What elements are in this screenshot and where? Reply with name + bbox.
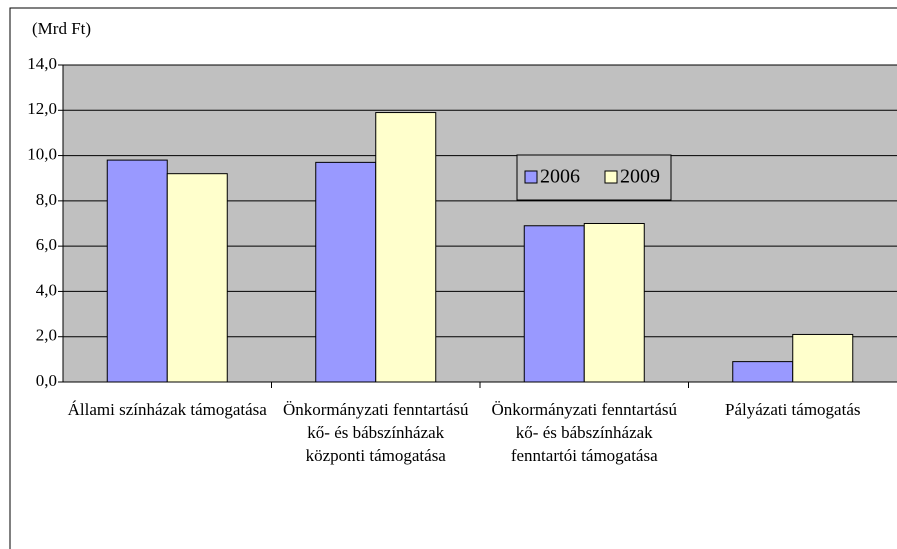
legend: 2006 2009 bbox=[516, 154, 672, 201]
y-tick-label: 12,0 bbox=[27, 99, 57, 118]
y-tick-label: 6,0 bbox=[36, 235, 57, 254]
x-tick-label: Állami színházak támogatása bbox=[67, 400, 267, 419]
y-tick-label: 10,0 bbox=[27, 144, 57, 163]
bar bbox=[315, 161, 377, 383]
y-tick-label: 14,0 bbox=[27, 54, 57, 73]
x-tick-label: Pályázati támogatás bbox=[725, 400, 861, 419]
x-tick-label: Önkormányzati fenntartású kő- és bábszín… bbox=[491, 400, 677, 465]
y-axis-label: (Mrd Ft) bbox=[32, 19, 91, 38]
legend-box bbox=[516, 154, 672, 201]
legend-label: 2009 bbox=[620, 166, 660, 188]
legend-swatch bbox=[604, 170, 618, 184]
bar bbox=[375, 112, 437, 383]
bar bbox=[106, 159, 168, 383]
bar bbox=[732, 361, 794, 383]
y-tick-label: 8,0 bbox=[36, 190, 57, 209]
bar bbox=[523, 225, 585, 383]
chart-frame bbox=[9, 7, 897, 549]
legend-swatch bbox=[524, 170, 538, 184]
bar bbox=[166, 173, 228, 383]
legend-label: 2006 bbox=[540, 166, 580, 188]
bar bbox=[792, 333, 854, 383]
y-tick-label: 0,0 bbox=[36, 371, 57, 390]
x-tick-label: Önkormányzati fenntartású kő- és bábszín… bbox=[282, 400, 469, 465]
y-tick-label: 2,0 bbox=[36, 326, 57, 345]
bar bbox=[583, 223, 645, 383]
y-tick-label: 4,0 bbox=[36, 280, 57, 299]
